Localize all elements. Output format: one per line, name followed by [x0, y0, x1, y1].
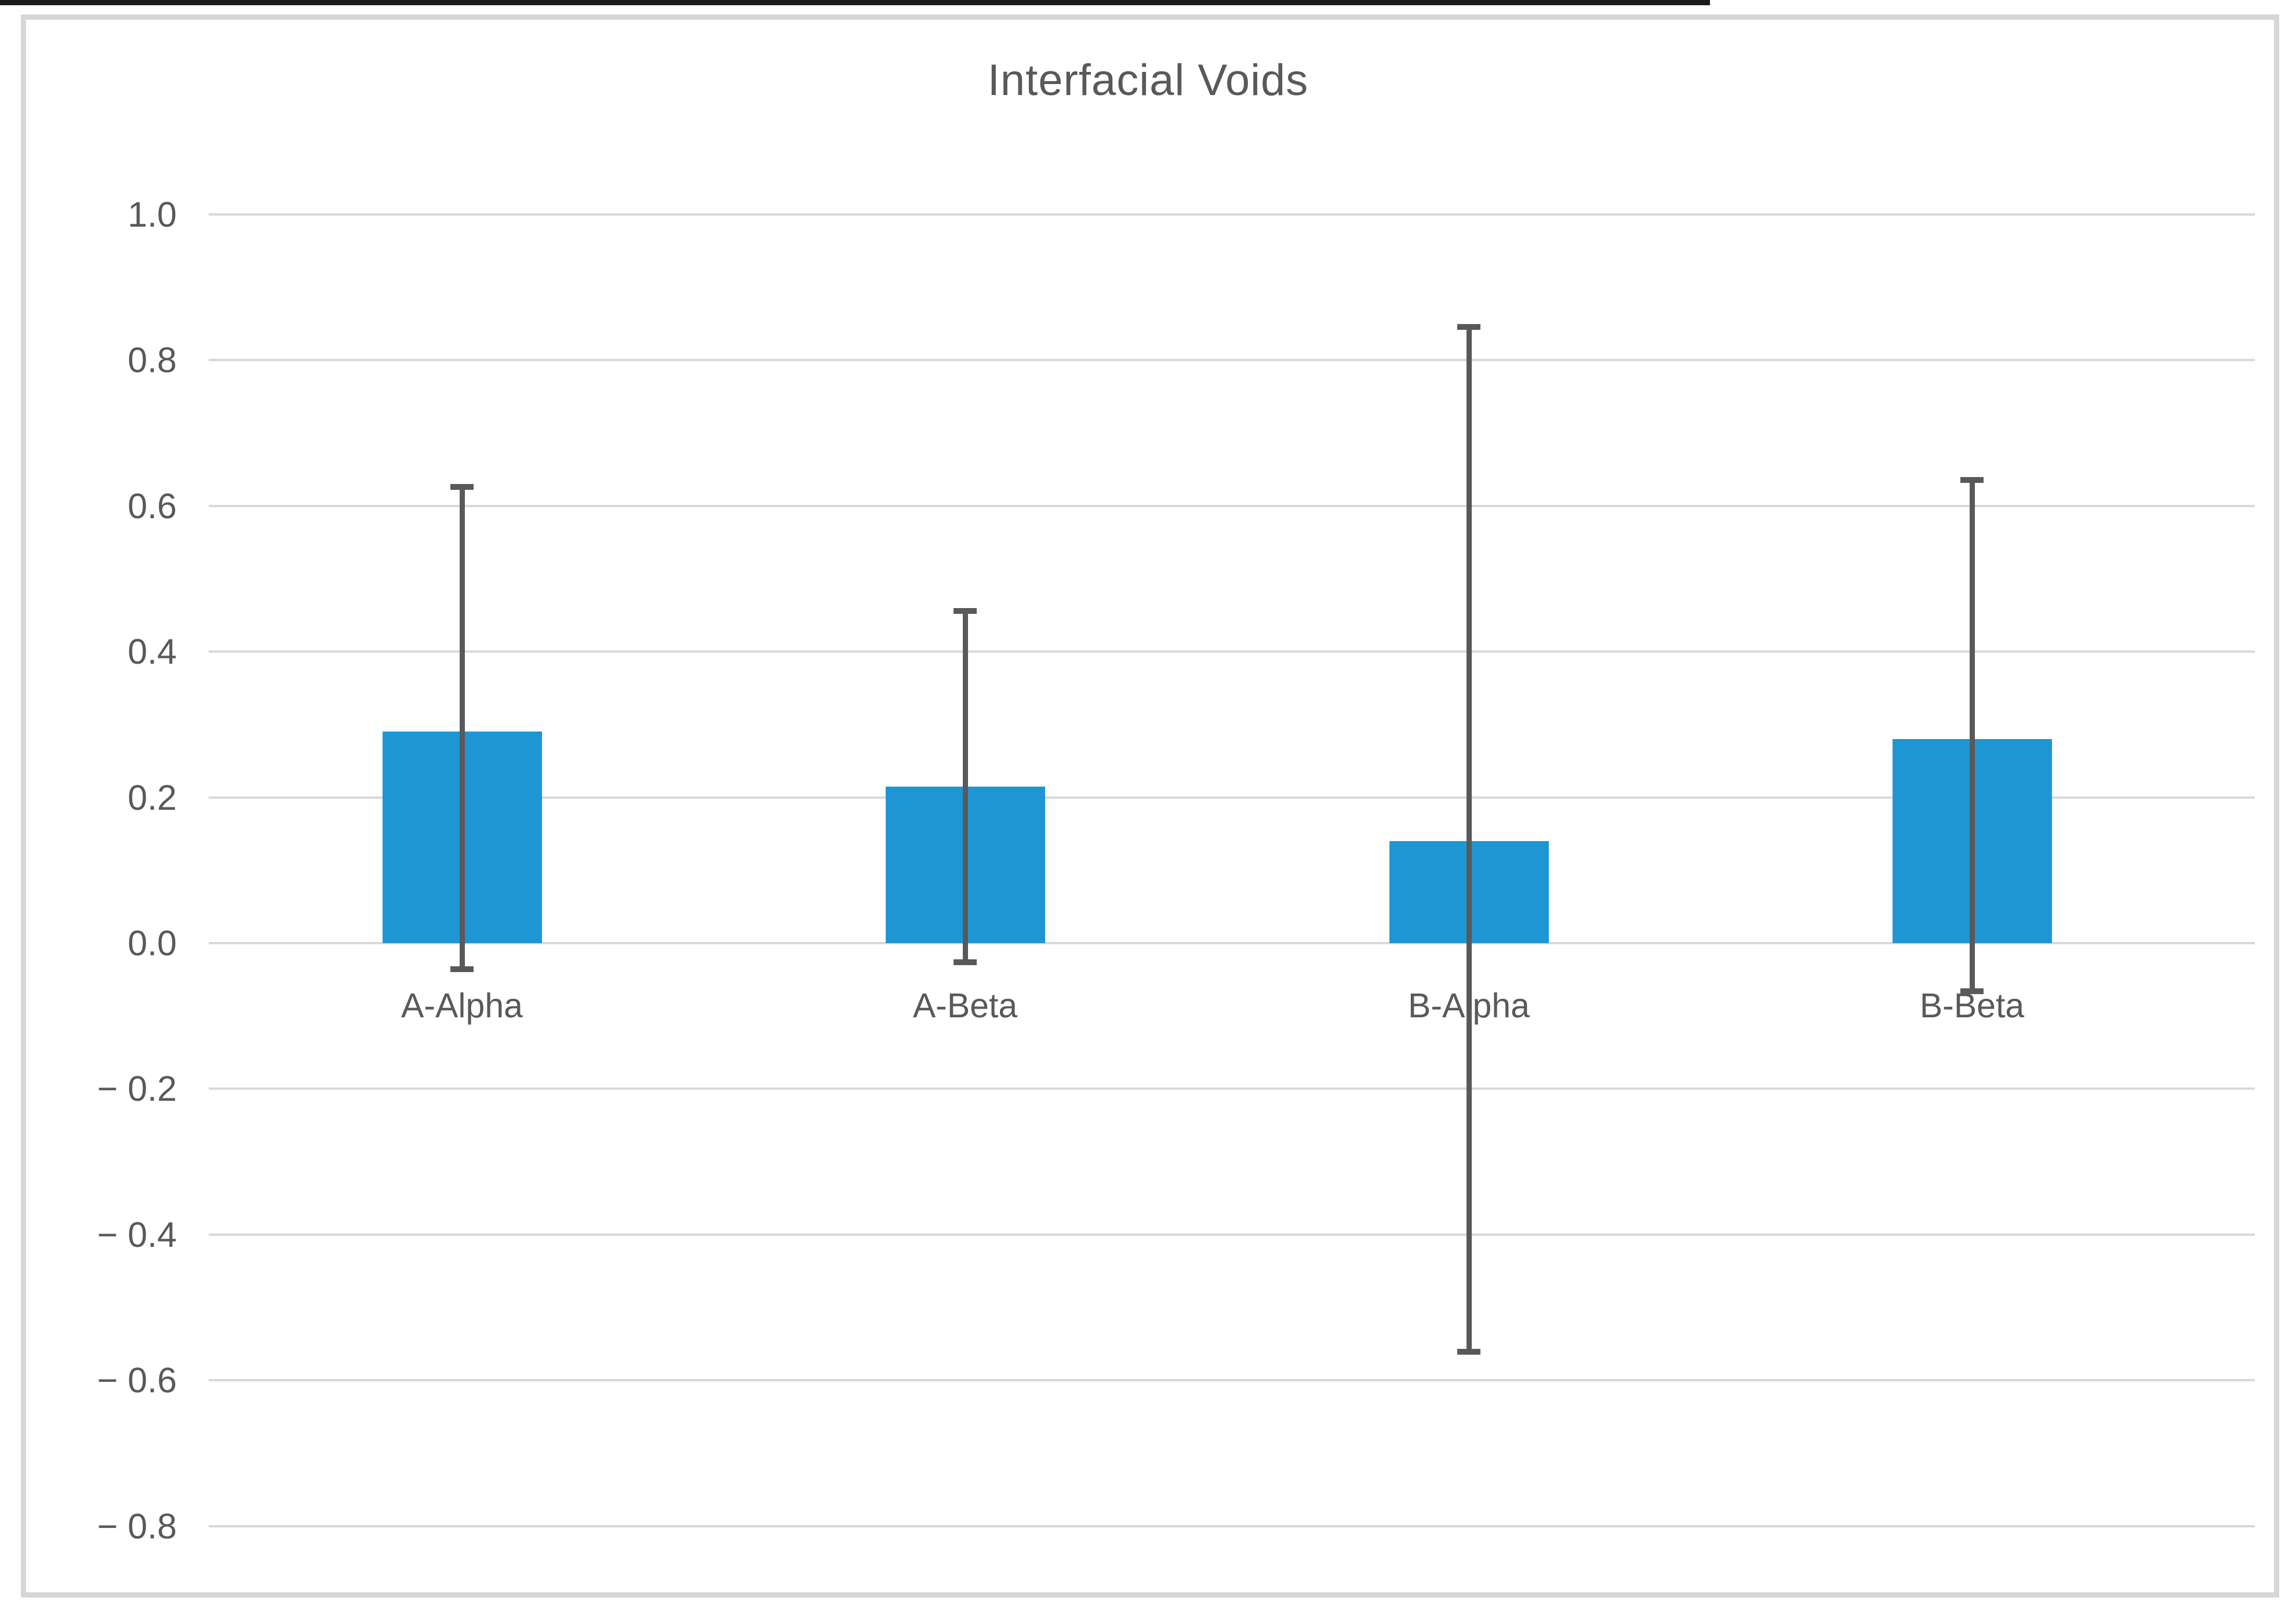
- x-axis-category-label: B-Alpha: [1408, 987, 1530, 1025]
- y-axis-tick-label: 1.0: [128, 195, 177, 234]
- error-bar-a-beta: [962, 607, 968, 965]
- gridline-y-0: [209, 942, 2255, 944]
- y-axis-tick-label: − 0.8: [97, 1506, 177, 1546]
- y-axis-tick-label: − 0.4: [97, 1214, 177, 1254]
- gridline-y-1: [209, 213, 2255, 216]
- y-axis-tick-label: − 0.2: [97, 1069, 177, 1109]
- error-cap-bottom-b-beta: [1960, 988, 1984, 994]
- x-axis-category-label: A-Beta: [912, 987, 1018, 1025]
- error-bar-b-beta: [1969, 476, 1975, 994]
- gridline-y-0.4: [209, 650, 2255, 653]
- y-axis-tick-label: − 0.6: [97, 1360, 177, 1400]
- y-axis-tick-label: 0.6: [128, 486, 177, 526]
- gridline-y--0.2: [209, 1087, 2255, 1090]
- screenshot-top-strip: [0, 0, 1710, 5]
- y-axis-tick-label: 0.2: [128, 777, 177, 817]
- chart-title: Interfacial Voids: [987, 56, 1309, 105]
- gridline-y-0.6: [209, 504, 2255, 507]
- y-axis-tick-label: 0.0: [128, 923, 177, 963]
- error-bar-b-alpha: [1466, 323, 1472, 1355]
- gridline-y-0.2: [209, 796, 2255, 799]
- gridline-y--0.4: [209, 1233, 2255, 1236]
- error-cap-bottom-a-alpha: [450, 966, 474, 973]
- gridline-y-0.8: [209, 359, 2255, 362]
- error-cap-top-a-beta: [954, 607, 977, 614]
- gridline-y--0.8: [209, 1525, 2255, 1527]
- error-cap-top-b-alpha: [1457, 323, 1480, 330]
- error-cap-top-b-beta: [1960, 476, 1984, 483]
- x-axis-category-label: A-Alpha: [401, 987, 523, 1025]
- y-axis-tick-label: 0.8: [128, 340, 177, 380]
- error-cap-top-a-alpha: [450, 484, 474, 490]
- gridline-y--0.6: [209, 1379, 2255, 1382]
- error-cap-bottom-b-alpha: [1457, 1349, 1480, 1355]
- error-bar-a-alpha: [459, 484, 465, 973]
- y-axis-tick-label: 0.4: [128, 632, 177, 672]
- x-axis-category-label: B-Beta: [1919, 987, 2025, 1025]
- error-cap-bottom-a-beta: [954, 959, 977, 965]
